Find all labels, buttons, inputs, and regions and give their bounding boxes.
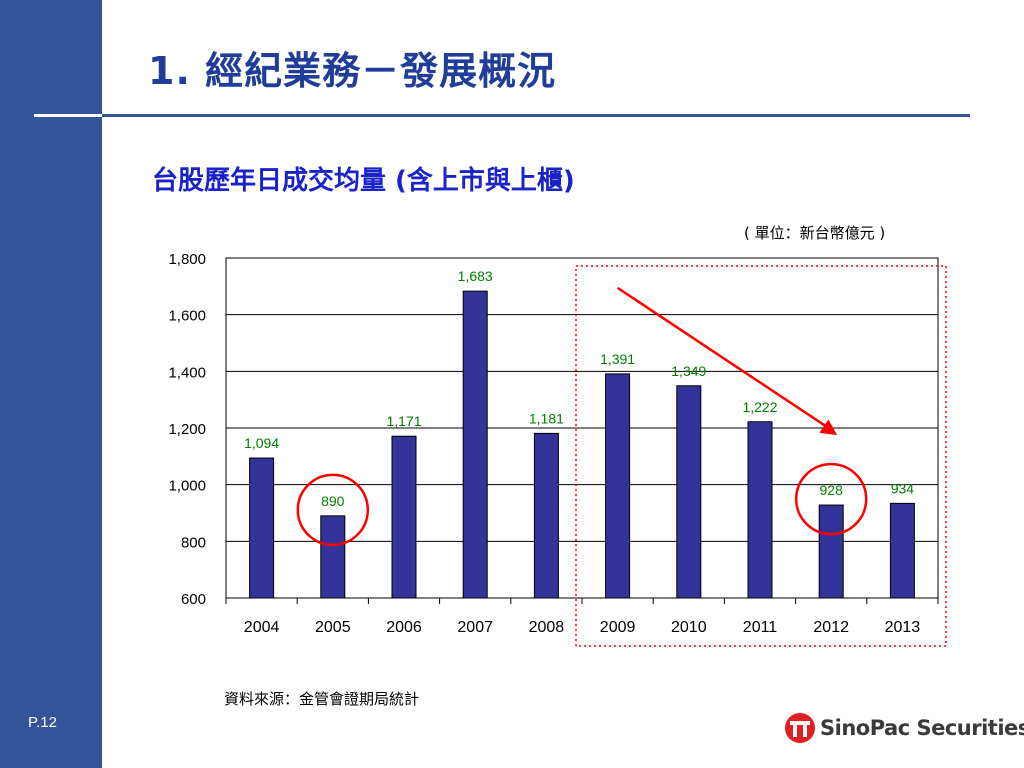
title-rule [102,114,970,117]
y-tick-label: 1,400 [168,364,206,381]
highlight-circle [794,462,868,536]
page-number: P.12 [28,714,57,731]
sidebar: P.12 [0,0,102,768]
x-tick-label: 2011 [743,619,778,636]
x-tick-label: 2009 [600,619,636,636]
data-label: 934 [891,480,915,496]
highlight-box [575,265,947,647]
x-tick-label: 2005 [315,619,351,636]
bar [249,457,275,599]
x-tick-label: 2012 [813,619,849,636]
bar [533,432,559,599]
x-tick-label: 2008 [529,619,565,636]
data-label: 1,222 [742,399,777,415]
bar [391,435,417,599]
unit-note: ( 單位：新台幣億元 ) [744,224,886,242]
y-tick-label: 1,200 [168,421,206,438]
page-title: 1. 經紀業務－發展概況 [148,49,557,93]
data-label: 1,391 [600,351,635,367]
chart-title: 台股歷年日成交均量 (含上市與上櫃) [152,166,575,196]
x-tick-label: 2013 [885,619,921,636]
trend-arrow-head [819,419,838,436]
data-label: 1,683 [458,268,493,284]
data-label: 1,094 [244,435,279,451]
sinopac-logo-icon [785,713,815,743]
source-note: 資料來源：金管會證期局統計 [224,690,420,708]
bar [818,504,844,599]
data-label: 1,349 [671,363,706,379]
bar [747,421,773,599]
y-tick-label: 1,000 [168,478,206,495]
trend-arrow-line [616,286,828,429]
bar [889,502,915,599]
x-tick-label: 2007 [457,619,493,636]
y-tick-label: 1,800 [168,251,206,268]
bar [676,385,702,599]
y-tick-label: 800 [181,534,206,551]
sinopac-logo: SinoPac Securities [784,712,1024,746]
highlight-circle [296,473,370,547]
bar [605,373,631,599]
data-label: 928 [820,482,844,498]
x-tick-label: 2004 [244,619,280,636]
logo-text: SinoPac Securities [820,716,1024,740]
data-label: 1,181 [529,410,564,426]
sidebar-title-rule [34,114,102,117]
bar [320,515,346,599]
bar [462,290,488,599]
x-tick-label: 2010 [671,619,707,636]
x-tick-label: 2006 [386,619,422,636]
data-label: 890 [321,493,345,509]
data-label: 1,171 [386,413,421,429]
y-tick-label: 600 [181,591,206,608]
y-tick-label: 1,600 [168,308,206,325]
